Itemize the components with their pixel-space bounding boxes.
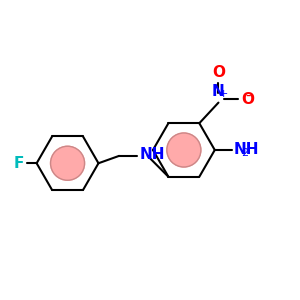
Text: O: O — [212, 65, 225, 80]
Circle shape — [167, 133, 201, 167]
Text: 2: 2 — [242, 148, 249, 158]
Circle shape — [51, 146, 85, 180]
Text: NH: NH — [140, 147, 165, 162]
Text: -: - — [246, 88, 251, 103]
Text: N: N — [212, 84, 225, 99]
Text: F: F — [14, 156, 24, 171]
Text: NH: NH — [234, 142, 260, 158]
Text: O: O — [242, 92, 254, 106]
Text: +: + — [219, 89, 228, 99]
